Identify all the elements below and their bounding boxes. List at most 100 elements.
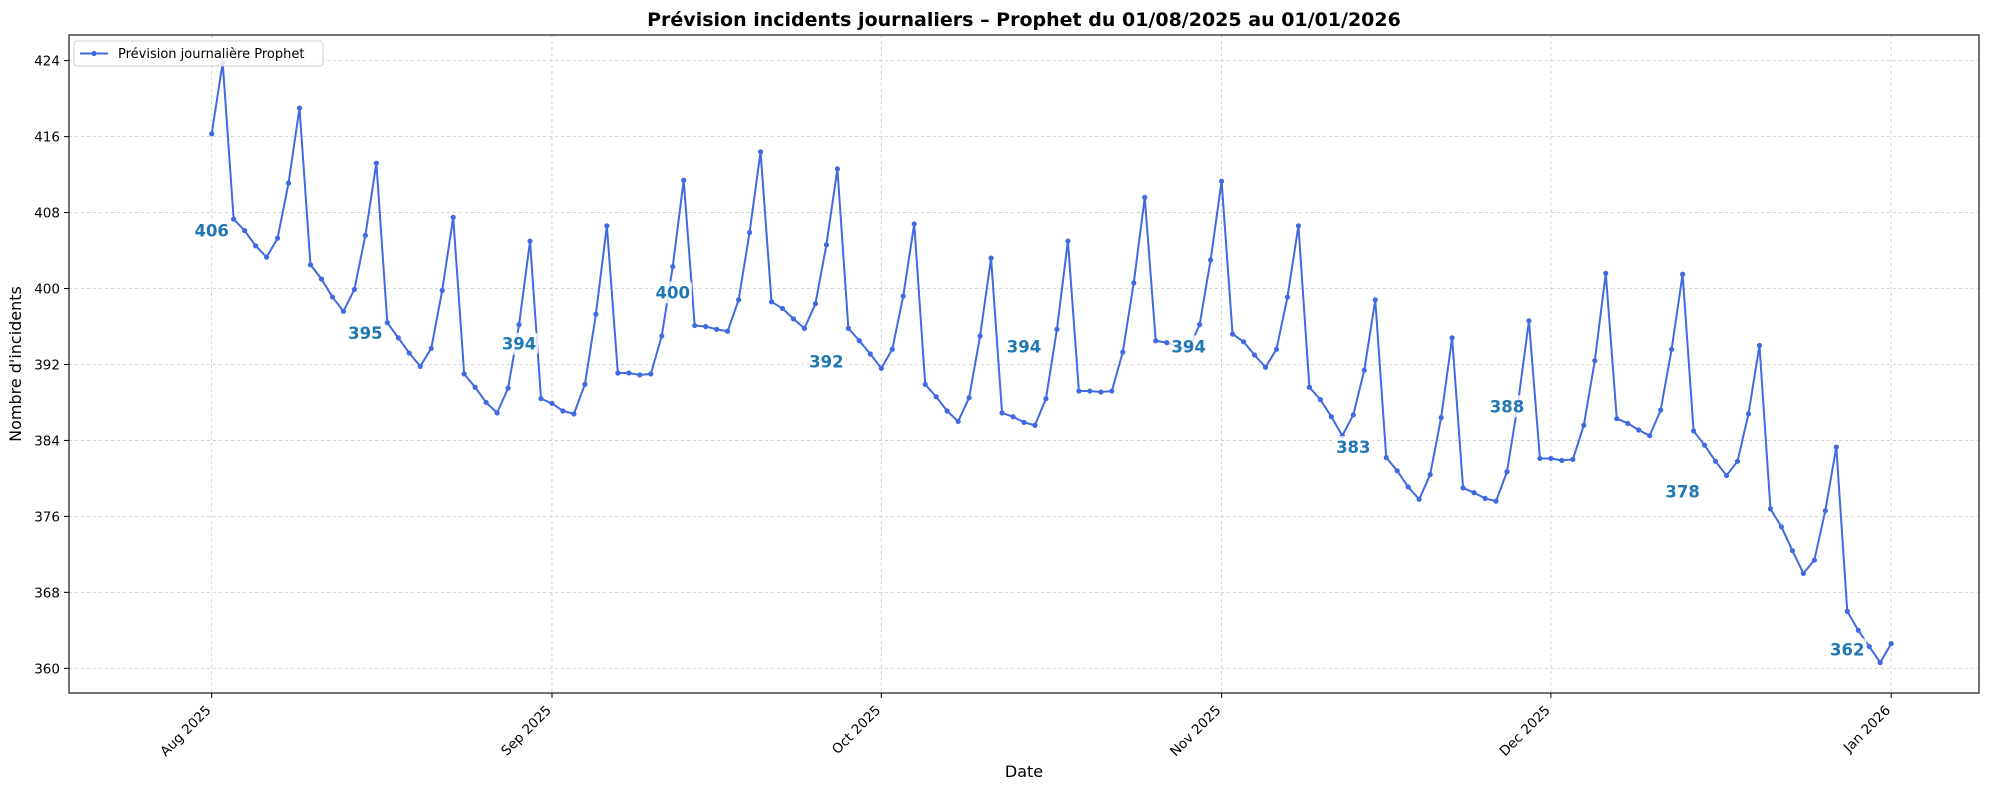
data-point bbox=[681, 177, 687, 183]
data-point bbox=[1767, 506, 1774, 512]
annotation-background bbox=[1487, 395, 1527, 418]
data-point bbox=[725, 328, 731, 334]
data-point bbox=[1350, 412, 1356, 418]
data-point bbox=[1614, 416, 1620, 422]
data-point bbox=[1109, 388, 1115, 394]
data-point bbox=[834, 166, 840, 172]
data-point bbox=[1372, 297, 1378, 303]
annotation-label: 394 bbox=[1171, 337, 1205, 356]
data-point bbox=[1262, 364, 1269, 370]
data-point bbox=[1789, 547, 1795, 554]
data-point bbox=[1756, 342, 1763, 349]
annotation-label: 400 bbox=[656, 283, 690, 302]
data-point bbox=[505, 385, 511, 391]
data-point bbox=[582, 381, 588, 388]
data-point bbox=[527, 238, 533, 244]
data-point bbox=[296, 105, 303, 111]
data-point bbox=[626, 370, 632, 376]
data-point bbox=[1701, 442, 1708, 448]
data-point bbox=[1087, 388, 1093, 394]
data-point bbox=[1493, 498, 1499, 504]
data-point bbox=[351, 286, 357, 293]
data-point bbox=[692, 322, 698, 329]
data-point bbox=[779, 305, 786, 312]
data-point bbox=[1021, 419, 1027, 425]
data-point bbox=[1427, 472, 1433, 478]
annotation-background bbox=[1004, 335, 1044, 358]
data-point bbox=[1778, 524, 1785, 530]
data-point bbox=[1734, 458, 1741, 464]
data-point bbox=[1438, 415, 1444, 421]
data-point bbox=[209, 131, 215, 137]
data-point bbox=[1284, 294, 1291, 300]
data-point bbox=[494, 410, 500, 416]
data-point bbox=[933, 394, 939, 400]
data-point bbox=[362, 232, 368, 238]
data-point bbox=[1142, 194, 1148, 200]
data-point bbox=[1811, 557, 1817, 563]
grid bbox=[69, 35, 1979, 693]
data-point bbox=[889, 346, 895, 352]
data-point bbox=[977, 333, 983, 339]
data-point bbox=[1405, 484, 1411, 490]
data-point bbox=[648, 371, 654, 377]
data-point bbox=[988, 255, 994, 261]
data-point bbox=[384, 320, 390, 326]
annotation-label: 383 bbox=[1336, 438, 1370, 457]
data-point bbox=[757, 149, 764, 155]
data-point bbox=[845, 325, 851, 331]
data-point bbox=[516, 322, 522, 328]
data-point bbox=[1570, 456, 1576, 463]
data-point bbox=[736, 297, 742, 303]
data-point bbox=[472, 384, 478, 390]
data-point bbox=[285, 180, 292, 186]
data-point bbox=[856, 338, 862, 344]
y-tick-label: 376 bbox=[34, 509, 60, 525]
data-point bbox=[549, 400, 555, 406]
annotation-label: 406 bbox=[194, 222, 228, 241]
data-point bbox=[1504, 469, 1510, 475]
data-point bbox=[670, 264, 676, 270]
data-point bbox=[373, 160, 379, 166]
data-point bbox=[1460, 485, 1466, 491]
data-point bbox=[1208, 257, 1214, 263]
data-point bbox=[406, 350, 412, 356]
data-point bbox=[242, 228, 248, 234]
data-point bbox=[1153, 338, 1159, 344]
annotation-label: 392 bbox=[809, 353, 843, 372]
data-point bbox=[428, 345, 434, 351]
data-point bbox=[1877, 660, 1883, 666]
data-point bbox=[1482, 495, 1488, 501]
data-point bbox=[999, 410, 1005, 416]
data-point bbox=[1745, 411, 1752, 417]
data-point bbox=[1076, 388, 1082, 394]
data-point bbox=[340, 308, 347, 314]
data-point bbox=[329, 294, 336, 300]
data-point bbox=[714, 326, 720, 332]
data-point bbox=[1581, 422, 1587, 428]
data-point bbox=[1647, 433, 1653, 439]
data-point bbox=[944, 408, 950, 414]
series-line bbox=[210, 61, 1893, 664]
data-point bbox=[1822, 508, 1828, 514]
data-point bbox=[637, 372, 643, 378]
data-point bbox=[1197, 322, 1203, 328]
data-point bbox=[1394, 468, 1400, 474]
annotation-background bbox=[346, 322, 385, 345]
annotation-label: 362 bbox=[1830, 640, 1864, 659]
y-tick-label: 424 bbox=[34, 54, 60, 70]
data-point bbox=[1636, 427, 1642, 433]
y-tick-label: 408 bbox=[34, 206, 60, 222]
annotation-background bbox=[653, 281, 692, 304]
data-point bbox=[1218, 178, 1225, 184]
data-point bbox=[461, 371, 467, 377]
annotation-label: 395 bbox=[348, 324, 382, 343]
legend-marker-sample bbox=[91, 50, 97, 57]
data-point bbox=[1010, 414, 1016, 420]
data-point bbox=[768, 299, 775, 305]
data-point bbox=[966, 395, 972, 401]
data-point bbox=[274, 235, 281, 241]
annotation-background bbox=[499, 332, 539, 355]
